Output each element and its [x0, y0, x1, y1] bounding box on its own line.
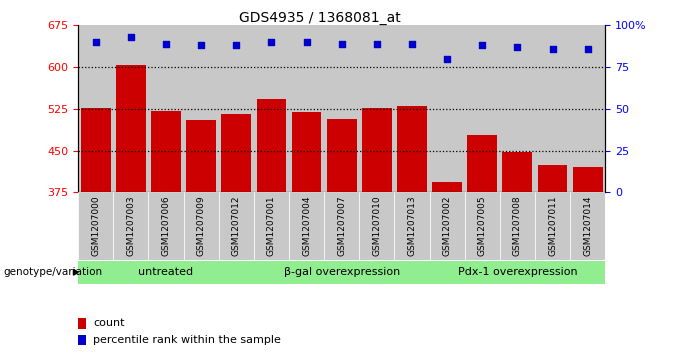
Text: GSM1207013: GSM1207013 — [407, 196, 416, 256]
Bar — [78, 25, 114, 192]
Bar — [81, 108, 111, 192]
Text: genotype/variation: genotype/variation — [3, 267, 103, 277]
Bar — [114, 192, 148, 260]
Text: GSM1207010: GSM1207010 — [373, 196, 381, 256]
Bar — [114, 25, 148, 192]
Text: Pdx-1 overexpression: Pdx-1 overexpression — [458, 267, 577, 277]
Text: GSM1207003: GSM1207003 — [126, 196, 135, 256]
Point — [266, 39, 277, 45]
Bar — [538, 164, 567, 192]
Text: GSM1207009: GSM1207009 — [197, 196, 205, 256]
Bar — [324, 25, 359, 192]
Bar — [359, 25, 394, 192]
Bar — [151, 111, 181, 192]
Bar — [289, 25, 324, 192]
Bar — [254, 261, 430, 284]
Bar — [430, 192, 464, 260]
Bar — [116, 65, 146, 192]
Text: GSM1207004: GSM1207004 — [302, 196, 311, 256]
Text: GSM1207002: GSM1207002 — [443, 196, 452, 256]
Text: GSM1207012: GSM1207012 — [232, 196, 241, 256]
Bar — [362, 108, 392, 192]
Point — [301, 39, 312, 45]
Point — [547, 46, 558, 52]
Bar — [573, 167, 602, 192]
Bar — [219, 25, 254, 192]
Point — [160, 41, 171, 47]
Bar — [397, 106, 427, 192]
Bar — [324, 192, 359, 260]
Bar — [500, 192, 535, 260]
Text: GSM1207011: GSM1207011 — [548, 196, 557, 256]
Bar — [256, 99, 286, 192]
Bar — [430, 25, 464, 192]
Text: GSM1207006: GSM1207006 — [162, 196, 171, 256]
Text: β-gal overexpression: β-gal overexpression — [284, 267, 400, 277]
Bar — [222, 114, 251, 192]
Point — [231, 42, 242, 48]
Bar — [186, 120, 216, 192]
Point — [512, 44, 523, 50]
Bar — [570, 25, 605, 192]
Bar — [219, 192, 254, 260]
Text: GSM1207007: GSM1207007 — [337, 196, 346, 256]
Bar — [503, 152, 532, 192]
Bar — [78, 192, 114, 260]
Bar — [148, 192, 184, 260]
Text: GSM1207000: GSM1207000 — [91, 196, 100, 256]
Bar — [464, 25, 500, 192]
Text: GSM1207005: GSM1207005 — [478, 196, 487, 256]
Bar — [254, 25, 289, 192]
Text: GDS4935 / 1368081_at: GDS4935 / 1368081_at — [239, 11, 401, 25]
Point — [371, 41, 382, 47]
Bar — [292, 112, 322, 192]
Text: GSM1207008: GSM1207008 — [513, 196, 522, 256]
Point — [407, 41, 418, 47]
Point — [336, 41, 347, 47]
Text: GSM1207014: GSM1207014 — [583, 196, 592, 256]
Point — [196, 42, 207, 48]
Bar — [467, 135, 497, 192]
Bar — [570, 192, 605, 260]
Text: untreated: untreated — [139, 267, 194, 277]
Bar — [535, 192, 570, 260]
Bar — [430, 261, 605, 284]
Bar — [184, 192, 219, 260]
Point — [90, 39, 101, 45]
Text: percentile rank within the sample: percentile rank within the sample — [93, 335, 281, 345]
Bar — [327, 119, 356, 192]
Bar — [432, 182, 462, 192]
Bar — [535, 25, 570, 192]
Bar — [500, 25, 535, 192]
Point — [582, 46, 593, 52]
Bar — [148, 25, 184, 192]
Bar — [464, 192, 500, 260]
Point — [442, 56, 453, 62]
Point — [477, 42, 488, 48]
Bar — [394, 25, 430, 192]
Text: count: count — [93, 318, 124, 329]
Bar — [359, 192, 394, 260]
Bar — [78, 261, 254, 284]
Polygon shape — [73, 269, 78, 275]
Bar — [184, 25, 219, 192]
Bar — [289, 192, 324, 260]
Bar — [394, 192, 430, 260]
Text: GSM1207001: GSM1207001 — [267, 196, 276, 256]
Point — [125, 34, 136, 40]
Bar — [254, 192, 289, 260]
